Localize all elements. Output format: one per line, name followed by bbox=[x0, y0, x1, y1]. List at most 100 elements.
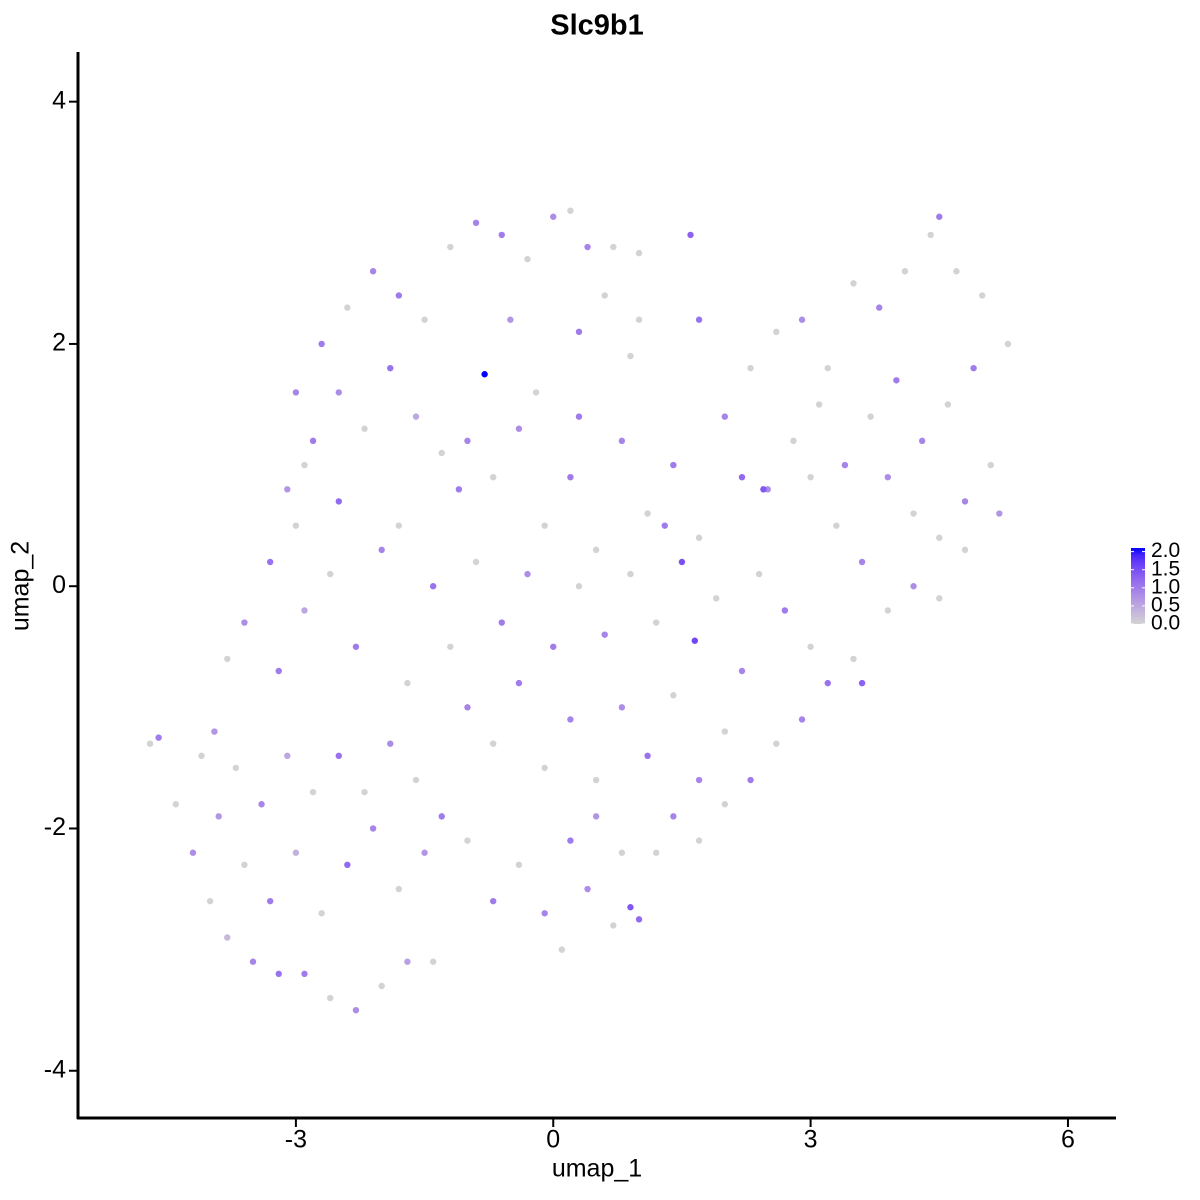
point bbox=[601, 292, 608, 299]
point bbox=[858, 558, 866, 566]
point bbox=[249, 958, 257, 965]
point bbox=[773, 328, 780, 336]
point bbox=[541, 910, 548, 917]
point bbox=[610, 243, 617, 251]
point bbox=[567, 716, 574, 723]
point bbox=[361, 425, 368, 432]
point bbox=[524, 570, 531, 578]
x-tick-label: 6 bbox=[1061, 1126, 1075, 1154]
point bbox=[747, 364, 754, 372]
point bbox=[601, 631, 608, 638]
point bbox=[395, 885, 403, 893]
point bbox=[524, 255, 531, 263]
point bbox=[721, 728, 729, 735]
y-axis-label: umap_2 bbox=[7, 541, 35, 631]
point bbox=[438, 449, 445, 457]
point bbox=[936, 213, 943, 220]
colorbar-tick-label: 1.0 bbox=[1151, 575, 1180, 598]
point bbox=[395, 522, 403, 529]
point bbox=[987, 461, 994, 469]
point bbox=[490, 473, 497, 481]
point bbox=[464, 437, 471, 445]
point bbox=[652, 849, 660, 856]
point bbox=[404, 958, 411, 965]
point bbox=[224, 655, 231, 663]
point bbox=[661, 522, 668, 529]
point bbox=[472, 558, 480, 566]
point bbox=[592, 776, 600, 784]
point bbox=[275, 970, 282, 978]
point bbox=[575, 413, 583, 420]
y-tick-label: 0 bbox=[52, 571, 66, 599]
points bbox=[146, 207, 1012, 1014]
point bbox=[627, 570, 634, 578]
point bbox=[910, 583, 917, 590]
point bbox=[378, 546, 385, 554]
point bbox=[472, 219, 480, 227]
point bbox=[910, 510, 917, 517]
point bbox=[335, 498, 342, 505]
point bbox=[507, 316, 514, 323]
point bbox=[1004, 340, 1012, 348]
point bbox=[670, 692, 677, 699]
x-tick-label: 3 bbox=[804, 1126, 818, 1154]
point bbox=[490, 897, 497, 905]
colorbar-tick-label: 0.5 bbox=[1151, 593, 1180, 616]
point bbox=[592, 813, 600, 820]
chart-title: Slc9b1 bbox=[550, 10, 644, 42]
point bbox=[429, 583, 437, 590]
point bbox=[515, 679, 523, 687]
point bbox=[627, 352, 634, 360]
point bbox=[695, 837, 703, 844]
point bbox=[944, 401, 952, 408]
point bbox=[824, 679, 831, 687]
point bbox=[198, 752, 205, 760]
point bbox=[691, 637, 698, 644]
point bbox=[532, 389, 540, 396]
point bbox=[760, 486, 767, 493]
point bbox=[867, 413, 874, 420]
point bbox=[815, 401, 823, 408]
point bbox=[464, 704, 471, 711]
point bbox=[996, 510, 1003, 517]
point bbox=[807, 473, 814, 481]
point bbox=[773, 740, 780, 747]
point bbox=[824, 364, 831, 372]
point bbox=[721, 801, 729, 808]
point bbox=[627, 904, 634, 911]
point bbox=[301, 607, 308, 614]
point bbox=[918, 437, 926, 445]
point bbox=[387, 740, 394, 747]
point bbox=[936, 534, 943, 541]
point bbox=[978, 292, 986, 299]
point bbox=[876, 304, 883, 311]
point bbox=[695, 534, 703, 541]
point bbox=[713, 595, 720, 602]
point bbox=[352, 643, 360, 650]
point bbox=[635, 249, 643, 257]
point bbox=[318, 910, 325, 917]
point bbox=[695, 316, 703, 323]
point bbox=[292, 389, 300, 396]
colorbar-gradient bbox=[1131, 548, 1145, 624]
point bbox=[618, 849, 626, 856]
point bbox=[464, 837, 471, 844]
point bbox=[515, 425, 523, 432]
point bbox=[447, 643, 454, 650]
point bbox=[850, 280, 857, 287]
point bbox=[953, 268, 960, 275]
point bbox=[610, 922, 617, 929]
point bbox=[369, 825, 377, 832]
point bbox=[292, 849, 300, 856]
point bbox=[858, 679, 866, 687]
point bbox=[301, 970, 308, 978]
point bbox=[309, 788, 317, 796]
point bbox=[893, 377, 900, 384]
point bbox=[592, 546, 600, 554]
point bbox=[721, 413, 729, 420]
point bbox=[618, 704, 626, 711]
point bbox=[652, 619, 660, 626]
point bbox=[369, 268, 377, 275]
point bbox=[412, 413, 420, 420]
point bbox=[541, 764, 548, 772]
